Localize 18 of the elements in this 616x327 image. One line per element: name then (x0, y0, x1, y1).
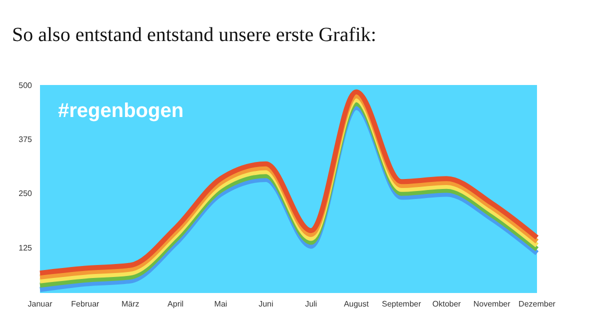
x-tick-label: September (382, 300, 422, 309)
chart-title: So also entstand entstand unsere erste Grafik: (12, 24, 376, 47)
x-tick-label: August (344, 300, 370, 309)
y-tick-label: 250 (18, 189, 33, 198)
x-tick-label: November (473, 300, 511, 309)
y-tick-label: 125 (18, 243, 33, 252)
x-tick-label: Mai (214, 300, 228, 309)
x-tick-label: Oktober (432, 300, 462, 309)
annotation: #regenbogen (58, 100, 184, 123)
x-tick-label: Januar (28, 300, 53, 309)
x-tick-label: April (168, 300, 184, 309)
y-tick-label: 500 (18, 80, 33, 90)
x-tick-label: Juni (258, 300, 274, 309)
y-tick-label: 375 (18, 135, 33, 144)
x-tick-label: Dezember (518, 300, 556, 309)
x-tick-label: Juli (305, 300, 318, 309)
x-tick-label: März (121, 300, 140, 309)
x-tick-label: Februar (71, 300, 100, 309)
